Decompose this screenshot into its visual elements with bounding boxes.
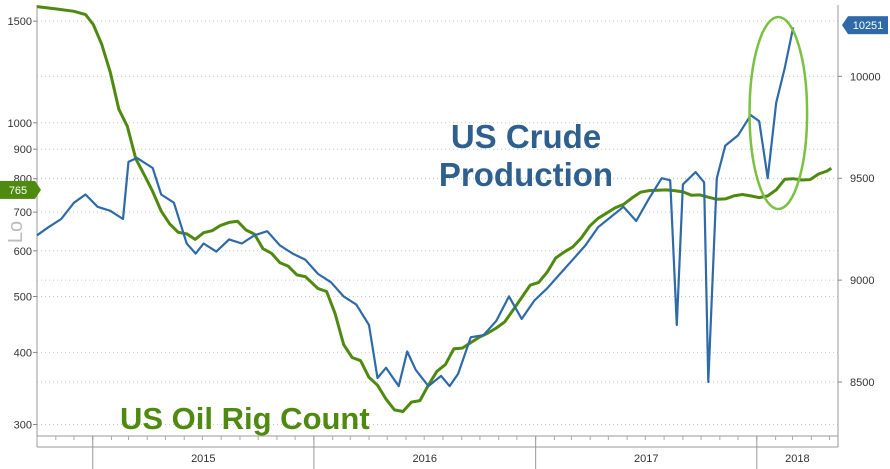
annotation-crude-1: US Crude — [451, 118, 601, 155]
left-tick-label: 1500 — [8, 16, 32, 28]
left-axis-label: Lo — [5, 221, 27, 243]
x-tick-label: 2015 — [191, 453, 215, 465]
rig-count-badge-label: 765 — [9, 185, 27, 197]
right-tick-label: 9500 — [850, 173, 874, 185]
rig-count-badge-arrow — [35, 180, 41, 199]
right-tick-label: 10000 — [850, 71, 881, 83]
left-tick-label: 400 — [14, 347, 32, 359]
crude-badge-label: 10251 — [853, 20, 884, 32]
axes — [36, 5, 839, 448]
left-tick-label: 300 — [14, 420, 32, 432]
right-axis-ticks: 8500 9000 9500 10000 — [838, 71, 881, 389]
crude-badge — [848, 16, 888, 35]
series-line-crude-production — [36, 27, 795, 388]
left-tick-label: 900 — [14, 144, 32, 156]
x-tick-label: 2017 — [634, 453, 658, 465]
right-tick-label: 8500 — [850, 377, 874, 389]
series-line-rig-count — [36, 5, 833, 413]
grid — [37, 20, 838, 426]
x-axis-ticks: 2015 2016 2017 2018 — [36, 436, 831, 469]
left-tick-label: 600 — [14, 246, 32, 258]
left-tick-label: 500 — [14, 291, 32, 303]
value-badges: 765 10251 — [0, 16, 888, 199]
x-tick-label: 2016 — [413, 453, 437, 465]
annotation-rig-count: US Oil Rig Count — [120, 401, 370, 436]
series — [36, 5, 833, 413]
left-tick-label: 1000 — [8, 118, 32, 130]
crude-badge-arrow — [842, 16, 848, 35]
highlight-ellipse — [748, 15, 809, 211]
rig-count-badge — [0, 180, 35, 199]
annotation-crude-2: Production — [439, 156, 613, 193]
left-tick-label: 700 — [14, 207, 32, 219]
right-tick-label: 9000 — [850, 275, 874, 287]
x-tick-label: 2018 — [785, 453, 809, 465]
